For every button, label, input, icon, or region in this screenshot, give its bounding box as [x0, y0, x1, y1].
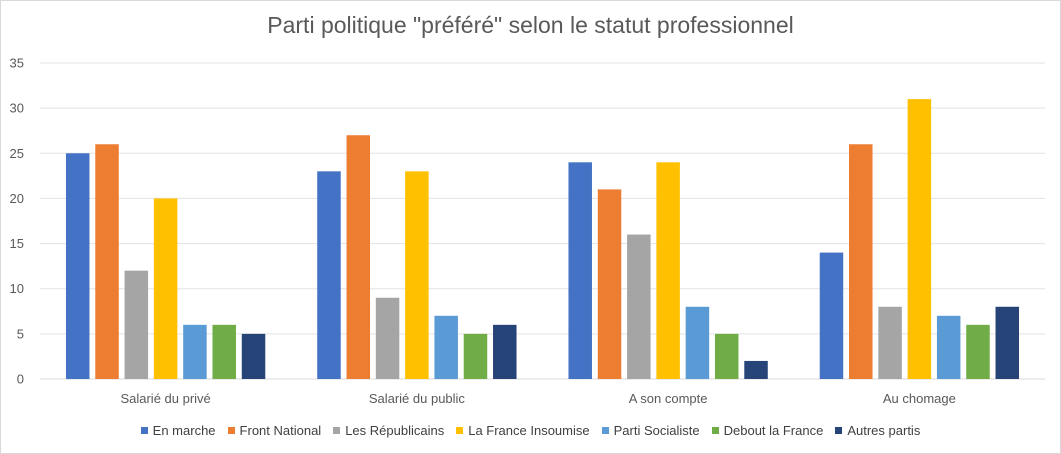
bar-en-marche — [65, 153, 90, 379]
bar-les-r-publicains — [124, 270, 149, 379]
legend-item: Les Républicains — [333, 423, 444, 438]
y-tick-label: 15 — [10, 236, 24, 251]
legend-label: Autres partis — [847, 423, 921, 438]
bar-parti-socialiste — [936, 315, 961, 379]
bar-parti-socialiste — [685, 306, 710, 379]
x-tick-label: Au chomage — [883, 391, 956, 406]
legend-swatch — [333, 427, 341, 434]
chart-legend: En marche Front National Les Républicains L… — [0, 423, 1061, 438]
legend-label: Debout la France — [723, 423, 824, 438]
y-tick-label: 25 — [10, 146, 24, 161]
legend-item: Debout la France — [711, 423, 824, 438]
y-tick-label: 30 — [10, 101, 24, 116]
bar-en-marche — [568, 162, 592, 379]
legend-swatch — [140, 427, 148, 434]
bar-la-france-insoumise — [153, 198, 178, 379]
y-tick-label: 10 — [10, 281, 24, 296]
legend-item: En marche — [140, 423, 216, 438]
bar-la-france-insoumise — [656, 162, 680, 379]
bar-les-r-publicains — [627, 234, 651, 379]
bar-autres-partis — [995, 306, 1020, 379]
legend-item: Autres partis — [835, 423, 920, 438]
legend-item: La France Insoumise — [456, 423, 590, 438]
legend-label: Parti Socialiste — [613, 423, 700, 438]
y-tick-label: 35 — [10, 56, 24, 71]
y-tick-label: 0 — [17, 372, 24, 387]
y-tick-label: 20 — [10, 191, 24, 206]
bar-front-national — [95, 144, 119, 379]
legend-swatch — [711, 427, 719, 434]
bar-les-r-publicains — [878, 306, 902, 379]
chart-title: Parti politique "préféré" selon le statu… — [267, 12, 794, 38]
bar-debout-la-france — [463, 333, 488, 379]
bar-en-marche — [317, 171, 341, 379]
legend-label: Front National — [239, 423, 322, 438]
bar-en-marche — [819, 252, 844, 379]
bar-debout-la-france — [966, 324, 990, 379]
legend-item: Parti Socialiste — [601, 423, 700, 438]
x-tick-label: Salarié du privé — [120, 391, 210, 406]
legend-item: Front National — [227, 423, 322, 438]
bar-front-national — [849, 144, 873, 379]
bar-les-r-publicains — [375, 297, 400, 379]
bar-autres-partis — [744, 360, 768, 379]
legend-label: La France Insoumise — [468, 423, 590, 438]
y-tick-label: 5 — [17, 326, 24, 341]
bar-front-national — [597, 189, 622, 379]
legend-swatch — [456, 427, 464, 434]
bar-parti-socialiste — [434, 315, 458, 379]
bar-la-france-insoumise — [907, 99, 932, 379]
bar-autres-partis — [493, 324, 517, 379]
bar-parti-socialiste — [183, 324, 207, 379]
bar-debout-la-france — [212, 324, 236, 379]
legend-swatch — [227, 427, 235, 434]
bar-front-national — [346, 135, 371, 379]
legend-label: En marche — [152, 423, 216, 438]
x-tick-label: Salarié du public — [369, 391, 466, 406]
legend-swatch — [835, 427, 843, 434]
x-tick-label: A son compte — [629, 391, 708, 406]
legend-swatch — [601, 427, 609, 434]
bar-autres-partis — [241, 333, 266, 379]
bar-debout-la-france — [714, 333, 739, 379]
legend-label: Les Républicains — [345, 423, 445, 438]
bar-la-france-insoumise — [405, 171, 429, 379]
